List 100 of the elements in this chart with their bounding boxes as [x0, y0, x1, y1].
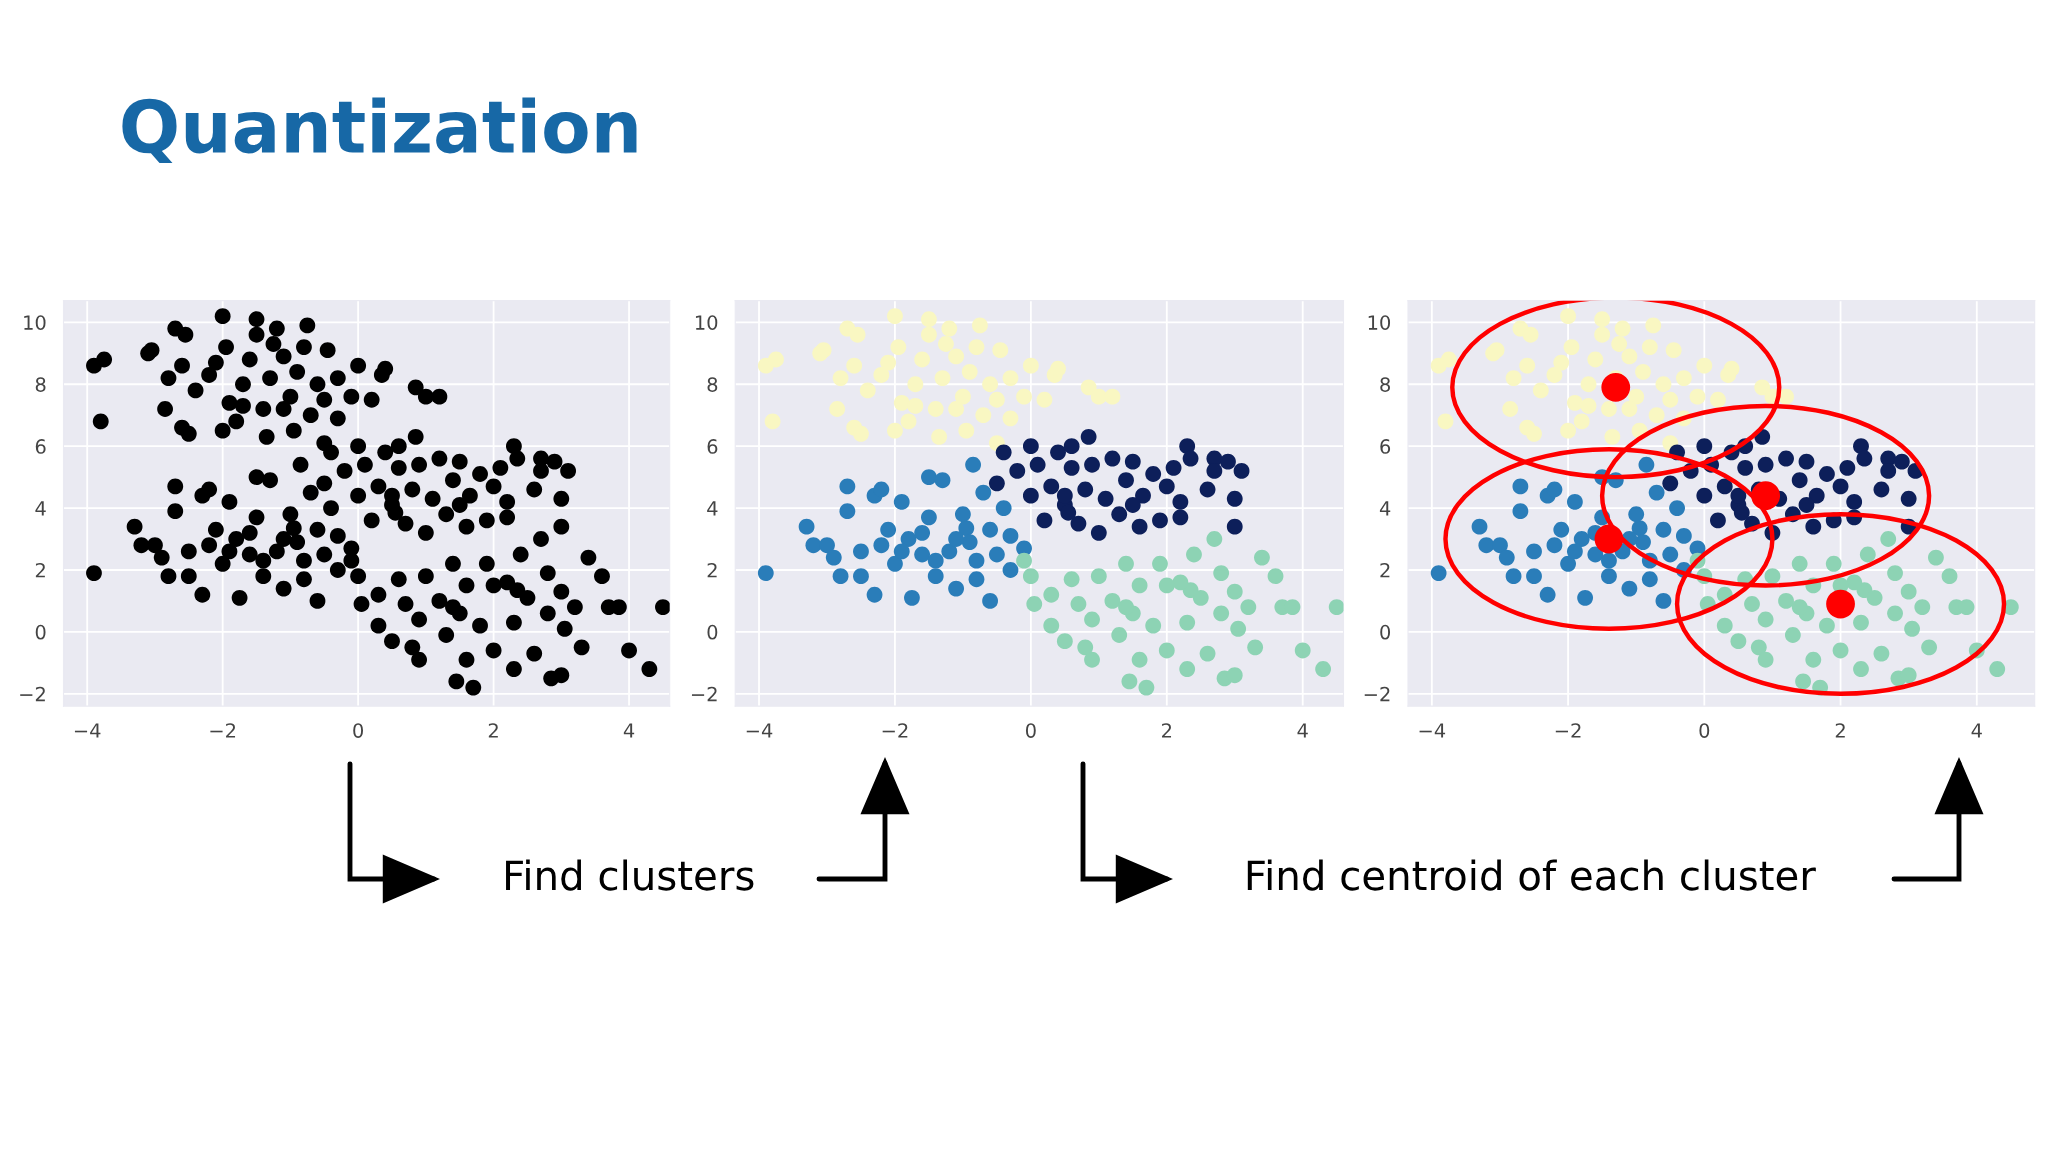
point [1230, 620, 1247, 637]
point [819, 537, 835, 554]
point [1560, 555, 1576, 572]
point [1111, 627, 1128, 643]
point [1532, 382, 1549, 399]
point [1635, 363, 1651, 380]
point [914, 524, 931, 541]
point [1696, 487, 1713, 504]
point [1254, 549, 1270, 566]
point [1628, 388, 1645, 405]
point [1199, 481, 1216, 498]
point [1594, 524, 1624, 554]
point [995, 500, 1012, 516]
point [1539, 586, 1556, 603]
point [1819, 617, 1835, 634]
point [832, 370, 849, 386]
point [1526, 543, 1542, 560]
point [1104, 450, 1121, 467]
point [1016, 552, 1032, 569]
point [1135, 487, 1151, 504]
point [914, 351, 931, 368]
point [1825, 555, 1842, 572]
point [1587, 546, 1604, 563]
point [798, 518, 815, 535]
point [1437, 413, 1454, 430]
point [1648, 484, 1665, 501]
point [927, 552, 944, 569]
point [1213, 605, 1230, 622]
point [873, 367, 890, 383]
point [907, 398, 924, 414]
point [873, 537, 890, 554]
x-tick-label: 2 [1162, 723, 1172, 738]
point [961, 534, 978, 551]
point [1498, 549, 1515, 566]
point [961, 363, 978, 380]
y-tick-label: 10 [1368, 315, 1391, 330]
point [1601, 401, 1617, 417]
point [1002, 370, 1019, 386]
point [1675, 528, 1692, 544]
y-tick-label: 8 [1380, 377, 1390, 392]
point [1294, 642, 1311, 659]
point [1795, 673, 1811, 690]
x-tick-label: 2 [1835, 723, 1845, 738]
point [873, 481, 890, 498]
point [887, 422, 903, 439]
point [1989, 661, 2006, 677]
x-tick-label: 2 [488, 723, 498, 738]
point [1179, 438, 1196, 455]
point [968, 571, 985, 588]
point [880, 521, 897, 538]
point [988, 391, 1005, 408]
point [1587, 351, 1604, 368]
point [1022, 568, 1039, 585]
point [1522, 326, 1539, 343]
y-tick-label: 2 [707, 562, 717, 578]
point [1315, 661, 1332, 677]
point [1036, 512, 1053, 529]
point [1043, 478, 1060, 495]
point [1662, 391, 1679, 408]
point [1063, 459, 1080, 476]
point [1778, 450, 1794, 467]
point [1696, 357, 1713, 374]
y-tick-label: −2 [1364, 686, 1390, 702]
point [829, 401, 846, 417]
y-tick-label: 0 [1380, 624, 1391, 640]
point [1546, 367, 1563, 383]
point [1887, 565, 1903, 581]
point [1846, 493, 1863, 510]
point [1118, 555, 1134, 572]
point [1152, 512, 1168, 529]
point [1206, 463, 1223, 479]
point [995, 444, 1012, 461]
point [941, 543, 958, 560]
point [1124, 453, 1141, 470]
point [1751, 481, 1781, 511]
point [887, 308, 903, 325]
point [1328, 599, 1344, 616]
point [921, 509, 937, 526]
point [1002, 410, 1019, 427]
point [1084, 456, 1100, 473]
point [853, 568, 869, 585]
point [1233, 463, 1250, 479]
point [1029, 456, 1046, 473]
point [921, 326, 937, 343]
point [1580, 398, 1597, 414]
x-tick-label: 4 [623, 723, 635, 738]
point [937, 336, 954, 352]
point [1145, 466, 1162, 482]
point [982, 521, 999, 538]
point [1621, 580, 1638, 597]
point [1791, 599, 1808, 616]
point [1750, 639, 1767, 656]
point [1145, 617, 1162, 634]
point [907, 376, 924, 393]
point [1594, 311, 1611, 328]
point [1478, 537, 1495, 554]
x-tick-label: 4 [1297, 723, 1308, 738]
point [1893, 453, 1910, 470]
point [1022, 487, 1039, 504]
point [1805, 518, 1822, 535]
